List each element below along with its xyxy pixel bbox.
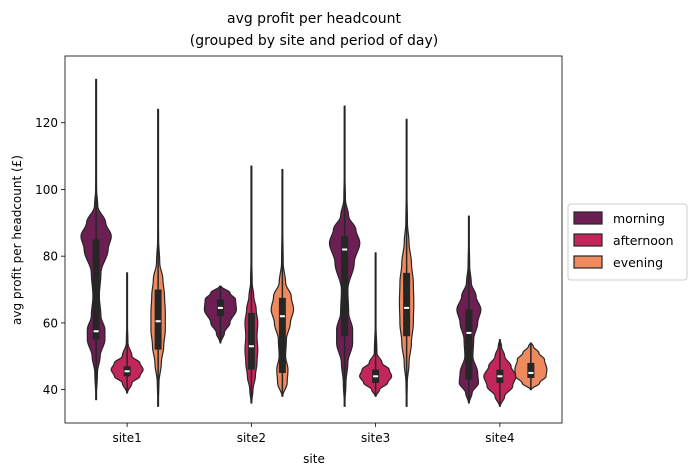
y-axis: 40 60 80 100 120 [35,116,65,397]
median-evening-site1 [155,320,161,323]
median-afternoon-site1 [124,370,130,373]
x-tick-label: site2 [237,431,266,445]
legend-label-afternoon: afternoon [613,233,674,248]
median-evening-site3 [404,306,410,309]
iqr-box-evening-site1 [154,289,162,350]
median-afternoon-site4 [497,375,503,378]
iqr-box-evening-site4 [527,362,535,378]
median-afternoon-site3 [373,375,379,378]
y-tick-label: 80 [43,250,58,264]
median-morning-site4 [466,331,472,334]
iqr-box-morning-site3 [341,236,349,337]
x-axis: site1 site2 site3 site4 [112,423,515,445]
legend-label-morning: morning [613,211,665,226]
y-tick-label: 120 [35,116,58,130]
plot-frame [64,55,563,424]
x-axis-label: site [303,452,325,466]
x-tick-label: site3 [361,431,390,445]
median-afternoon-site2 [248,345,254,348]
legend-label-evening: evening [613,255,663,270]
median-evening-site4 [528,371,534,374]
y-tick-label: 40 [43,383,58,397]
median-morning-site2 [217,306,223,309]
y-tick-label: 100 [35,183,58,197]
iqr-box-afternoon-site2 [247,312,255,370]
x-tick-label: site4 [485,431,514,445]
legend-swatch-evening [573,255,603,269]
legend-swatch-morning [573,211,603,225]
iqr-box-evening-site3 [403,272,411,337]
median-evening-site2 [279,315,285,318]
chart-title-line-1: avg profit per headcount [227,11,402,27]
median-morning-site3 [342,248,348,251]
iqr-box-morning-site4 [465,309,473,380]
box-group [92,79,535,407]
y-axis-label: avg profit per headcount (£) [10,155,24,325]
iqr-box-morning-site1 [92,239,100,340]
iqr-box-evening-site2 [278,297,286,373]
x-tick-label: site1 [112,431,141,445]
legend: morning afternoon evening [567,203,688,281]
chart-title-line-2: (grouped by site and period of day) [190,33,438,49]
y-tick-label: 60 [43,316,58,330]
legend-swatch-afternoon [573,233,603,247]
violin-group [80,78,548,407]
median-morning-site1 [93,330,99,333]
